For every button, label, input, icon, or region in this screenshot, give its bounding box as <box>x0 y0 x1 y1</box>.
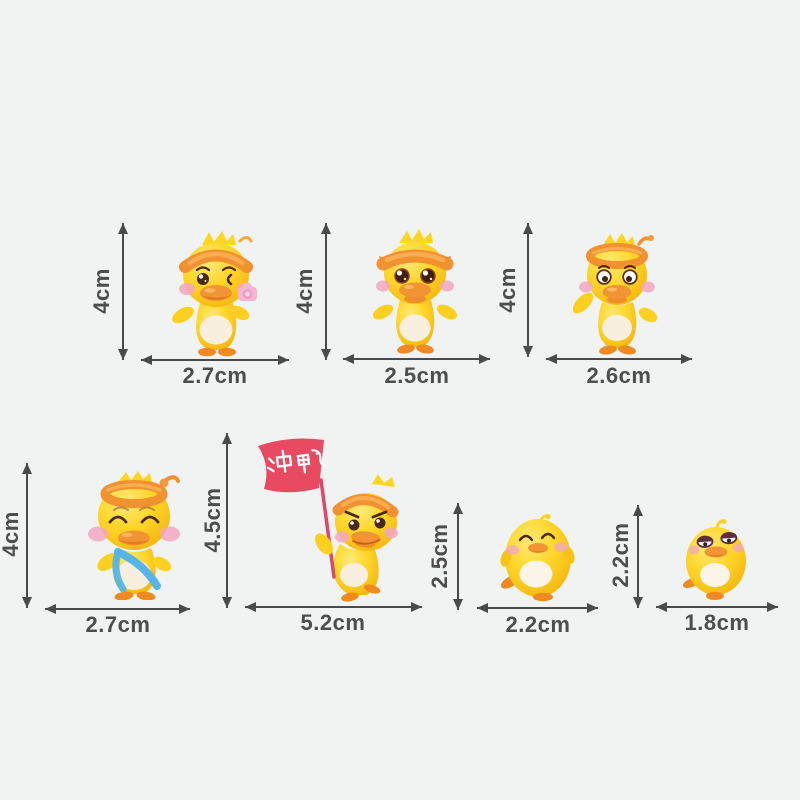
height-dimension-label: 4cm <box>292 268 317 314</box>
sash <box>114 548 161 590</box>
width-dimension-label: 2.5cm <box>384 363 450 388</box>
flag-text-strokes <box>267 449 327 474</box>
camera-icon <box>238 283 257 301</box>
width-dimension-label: 2.7cm <box>85 612 151 637</box>
width-dimension-arrow <box>656 602 778 612</box>
duck-waving-figurine <box>573 233 658 355</box>
flag-pole <box>319 478 336 579</box>
width-dimension-arrow <box>141 355 289 365</box>
flag <box>258 438 327 493</box>
height-dimension-label: 4cm <box>495 267 520 313</box>
height-dimension-arrow <box>321 223 331 360</box>
width-dimension-arrow <box>45 604 190 614</box>
height-dimension-arrow <box>22 463 32 608</box>
height-dimension-arrow <box>222 433 232 608</box>
height-dimension-label: 4cm <box>0 511 23 557</box>
width-dimension-arrow <box>343 354 490 364</box>
height-dimension-arrow <box>633 505 643 608</box>
height-dimension-label: 4cm <box>89 268 114 314</box>
width-dimension-label: 1.8cm <box>684 610 750 635</box>
width-dimension-label: 5.2cm <box>300 610 366 635</box>
height-dimension-arrow <box>118 223 128 360</box>
duck-sash-figurine <box>88 471 180 600</box>
width-dimension-label: 2.6cm <box>586 363 652 388</box>
height-dimension-label: 2.5cm <box>427 523 452 589</box>
duck-camera-figurine <box>172 231 257 357</box>
height-dimension-arrow <box>453 503 463 610</box>
width-dimension-arrow <box>477 603 598 613</box>
duck-flag-figurine <box>258 438 399 602</box>
duck-bow-figurine <box>372 229 458 354</box>
chick-grumpy-figurine <box>682 519 746 600</box>
droopy-eyes <box>696 531 738 548</box>
width-dimension-arrow <box>245 602 422 612</box>
width-dimension-label: 2.2cm <box>505 612 571 637</box>
height-dimension-label: 4.5cm <box>200 487 225 553</box>
chick-happy-figurine <box>500 514 575 602</box>
width-dimension-arrow <box>546 354 692 364</box>
height-dimension-label: 2.2cm <box>608 522 633 588</box>
height-dimension-arrow <box>523 223 533 357</box>
width-dimension-label: 2.7cm <box>182 363 248 388</box>
